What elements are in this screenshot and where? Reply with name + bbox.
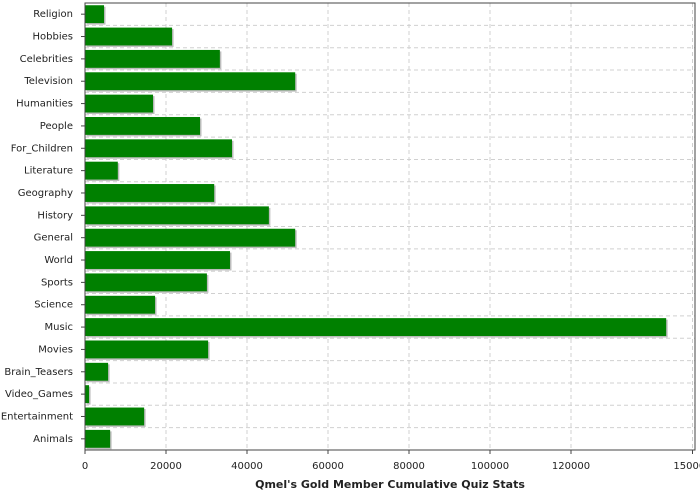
bar (85, 27, 173, 46)
bar (85, 251, 230, 269)
y-tick-label: Celebrities (20, 54, 73, 65)
x-axis-title: Qmel's Gold Member Cumulative Quiz Stats (255, 478, 525, 491)
y-tick-label: Hobbies (33, 32, 73, 43)
x-tick-label: 120000 (552, 461, 590, 472)
y-tick-label: People (40, 121, 73, 132)
y-tick-label: Television (23, 76, 73, 87)
bar (85, 295, 156, 314)
bar (85, 161, 118, 180)
bar (85, 184, 215, 202)
bar (85, 72, 296, 91)
y-tick-label: Geography (18, 188, 73, 199)
x-tick-label: 80000 (393, 461, 425, 472)
bar (85, 385, 90, 404)
bar (85, 49, 220, 68)
y-tick-label: For_Children (11, 143, 73, 154)
bar (85, 362, 109, 381)
x-tick-label: 40000 (231, 461, 263, 472)
y-tick-label: Sports (41, 277, 73, 288)
y-tick-label: Literature (24, 166, 73, 177)
bar (85, 228, 296, 247)
y-tick-label: Humanities (16, 99, 73, 110)
y-tick-label: Brain_Teasers (4, 367, 73, 378)
y-tick-label: History (37, 210, 73, 221)
bar (85, 318, 667, 337)
bar (85, 139, 233, 158)
x-tick-label: 150000 (673, 461, 700, 472)
y-tick-label: General (34, 233, 73, 244)
x-tick-label: 20000 (150, 461, 182, 472)
plot-frame (84, 2, 696, 451)
y-tick-label: Music (45, 322, 73, 333)
y-tick-label: Video_Games (5, 389, 73, 400)
bar (85, 429, 111, 448)
y-tick-label: Animals (33, 434, 73, 445)
y-tick-label: Entertainment (1, 411, 73, 422)
y-tick-label: World (44, 255, 73, 266)
y-tick-label: Movies (38, 344, 73, 355)
x-tick-label: 60000 (312, 461, 344, 472)
x-tick-label: 0 (82, 461, 88, 472)
x-tick-label: 100000 (471, 461, 509, 472)
bar (85, 94, 154, 113)
bar (85, 5, 105, 24)
bar (85, 273, 207, 292)
bar (85, 340, 209, 359)
bar (85, 116, 201, 135)
bar (85, 206, 269, 225)
bar (85, 407, 145, 426)
y-tick-label: Religion (33, 9, 73, 20)
y-tick-label: Science (34, 300, 73, 311)
